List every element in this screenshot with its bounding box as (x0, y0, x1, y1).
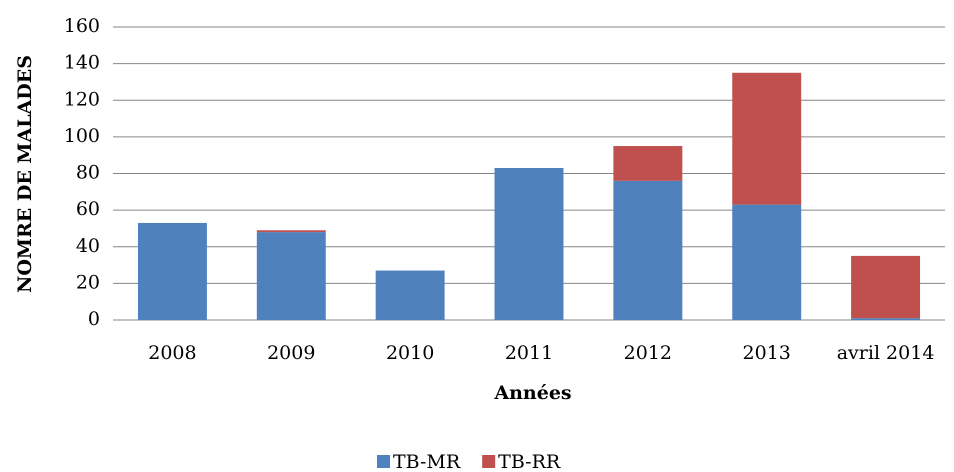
bar-segment (256, 230, 326, 233)
x-axis-label: Années (493, 382, 571, 404)
bar-segment (851, 255, 921, 319)
x-tick-label: 2009 (267, 342, 315, 364)
bar-segment (256, 232, 326, 320)
legend-label: TB-RR (498, 451, 561, 472)
bar-segment (851, 318, 921, 320)
y-tick-label: 60 (76, 198, 100, 220)
x-tick-label: 2012 (624, 342, 672, 364)
x-tick-label: 2008 (148, 342, 196, 364)
x-tick-label: 2010 (386, 342, 434, 364)
y-tick-label: 120 (64, 88, 100, 110)
bar-segment (375, 270, 445, 320)
y-tick-label: 140 (64, 52, 100, 74)
legend-label: TB-MR (393, 451, 461, 472)
x-tick-label: 2013 (743, 342, 791, 364)
legend-swatch (377, 455, 390, 468)
y-axis-label: NOMRE DE MALADES (14, 55, 36, 293)
y-tick-label: 100 (64, 125, 100, 147)
y-tick-label: 0 (88, 308, 100, 330)
x-tick-label: avril 2014 (837, 342, 935, 364)
y-tick-label: 160 (64, 15, 100, 37)
bar-segment (732, 204, 802, 320)
bar-segment (137, 222, 207, 320)
bar-segment (613, 180, 683, 320)
y-tick-label: 40 (76, 235, 100, 257)
bar-segment (494, 168, 564, 320)
y-tick-label: 80 (76, 162, 100, 184)
bar-segment (732, 72, 802, 205)
legend-swatch (482, 455, 496, 468)
bar-segment (613, 146, 683, 181)
x-tick-label: 2011 (505, 342, 553, 364)
y-tick-label: 20 (76, 271, 100, 293)
